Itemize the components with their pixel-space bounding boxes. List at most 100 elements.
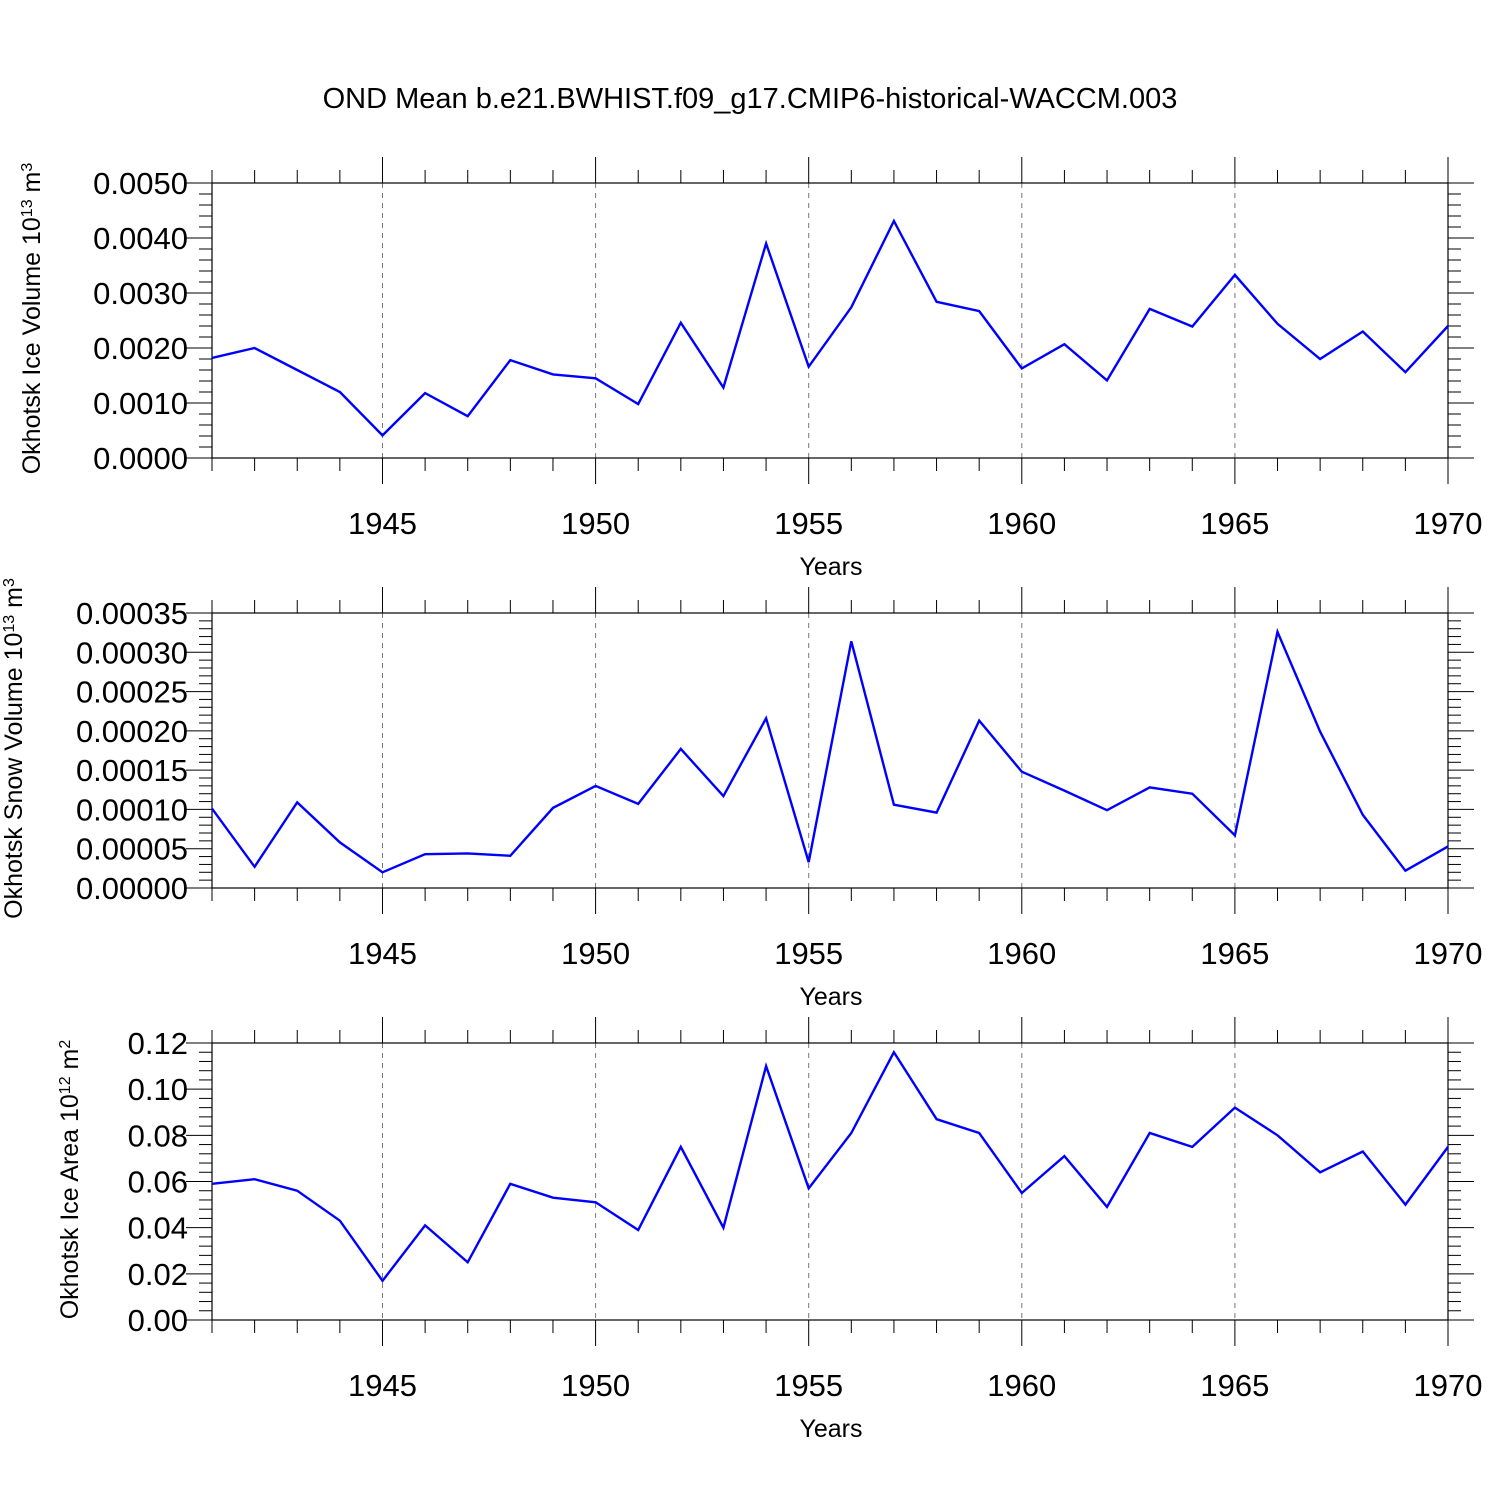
series-line	[211, 627, 1449, 874]
data-point	[935, 1117, 939, 1121]
data-point	[551, 1196, 555, 1200]
data-point	[466, 851, 470, 855]
y-tick-label: 0.0050	[93, 166, 188, 201]
data-point	[253, 1177, 257, 1181]
x-axis-label: Years	[799, 983, 862, 1011]
data-point	[679, 1145, 683, 1149]
data-point	[807, 365, 811, 369]
panel-3: 1945 1950 1955 1960 1965 1970 0.00 0.02 0.04 0.06…	[56, 1017, 1482, 1443]
data-point	[977, 309, 981, 313]
x-axis-label: Years	[799, 1415, 862, 1443]
plot-frame	[211, 182, 1449, 459]
data-point	[1148, 785, 1152, 789]
data-point	[1062, 342, 1066, 346]
data-point	[935, 811, 939, 815]
data-point	[764, 242, 768, 246]
data-point	[295, 800, 299, 804]
data-point	[1446, 1145, 1450, 1149]
data-point	[508, 1182, 512, 1186]
panel-2: 1945 1950 1955 1960 1965 1970 0.00000 0.00005 0.…	[0, 578, 1482, 1011]
data-point	[1403, 869, 1407, 873]
data-point	[1318, 1170, 1322, 1174]
y-tick-label: 0.00015	[76, 753, 188, 788]
data-point	[636, 402, 640, 406]
series-line	[211, 218, 1449, 438]
data-point	[1403, 370, 1407, 374]
x-tick-label: 1950	[561, 506, 630, 541]
x-tick-label: 1955	[774, 506, 843, 541]
x-tick-label: 1945	[348, 1368, 417, 1403]
data-point	[636, 802, 640, 806]
data-point	[466, 1260, 470, 1264]
data-point	[338, 840, 342, 844]
y-tick-label: 0.00010	[76, 792, 188, 827]
y-tick-label: 0.0010	[93, 386, 188, 421]
data-point	[1446, 324, 1450, 328]
data-point	[253, 865, 257, 869]
data-point	[1233, 1106, 1237, 1110]
data-point	[977, 719, 981, 723]
data-point	[210, 807, 214, 811]
data-point	[807, 860, 811, 864]
data-point	[295, 368, 299, 372]
data-point	[679, 747, 683, 751]
data-point	[1318, 357, 1322, 361]
y-tick-label: 0.00035	[76, 596, 188, 631]
panel-1: 1945 1950 1955 1960 1965 1970 0.0000 0.0010 0.00…	[18, 157, 1482, 581]
data-point	[466, 414, 470, 418]
data-point	[380, 870, 384, 874]
data-point	[295, 1189, 299, 1193]
y-tick-label: 0.00	[128, 1303, 188, 1338]
y-tick-label: 0.12	[128, 1026, 188, 1061]
data-point	[1276, 1133, 1280, 1137]
data-point	[380, 433, 384, 437]
x-tick-label: 1955	[774, 1368, 843, 1403]
data-point	[423, 1223, 427, 1227]
data-point	[380, 1279, 384, 1283]
data-point	[1105, 808, 1109, 812]
data-point	[1276, 630, 1280, 634]
data-point	[594, 784, 598, 788]
y-tick-label: 0.0020	[93, 331, 188, 366]
data-point	[210, 1182, 214, 1186]
data-point	[1446, 844, 1450, 848]
data-point	[338, 1219, 342, 1223]
data-point	[807, 1186, 811, 1190]
y-tick-label: 0.10	[128, 1072, 188, 1107]
data-point	[764, 1064, 768, 1068]
data-point	[423, 852, 427, 856]
x-tick-label: 1945	[348, 936, 417, 971]
y-tick-label: 0.06	[128, 1165, 188, 1200]
data-point	[1190, 792, 1194, 796]
x-tick-label: 1950	[561, 1368, 630, 1403]
data-point	[1105, 378, 1109, 382]
y-tick-label: 0.02	[128, 1257, 188, 1292]
data-point	[935, 300, 939, 304]
x-tick-label: 1965	[1200, 936, 1269, 971]
y-tick-label: 0.00025	[76, 675, 188, 710]
chart-title: OND Mean b.e21.BWHIST.f09_g17.CMIP6-hist…	[323, 83, 1178, 115]
data-point	[764, 716, 768, 720]
data-point	[1276, 322, 1280, 326]
data-point	[551, 372, 555, 376]
y-tick-label: 0.00020	[76, 714, 188, 749]
data-point	[892, 1050, 896, 1054]
data-point	[1105, 1205, 1109, 1209]
data-point	[1020, 1191, 1024, 1195]
x-tick-label: 1950	[561, 936, 630, 971]
data-point	[1148, 307, 1152, 311]
data-point	[1403, 1203, 1407, 1207]
y-axis-label: Okhotsk Snow Volume 1013 m3	[0, 578, 28, 919]
data-point	[1233, 273, 1237, 277]
x-tick-label: 1965	[1200, 506, 1269, 541]
data-point	[508, 358, 512, 362]
x-tick-label: 1955	[774, 936, 843, 971]
y-tick-label: 0.00000	[76, 871, 188, 906]
data-point	[594, 1200, 598, 1204]
data-point	[721, 1226, 725, 1230]
data-point	[1020, 770, 1024, 774]
y-tick-label: 0.0000	[93, 441, 188, 476]
y-tick-label: 0.0030	[93, 276, 188, 311]
data-point	[849, 305, 853, 309]
